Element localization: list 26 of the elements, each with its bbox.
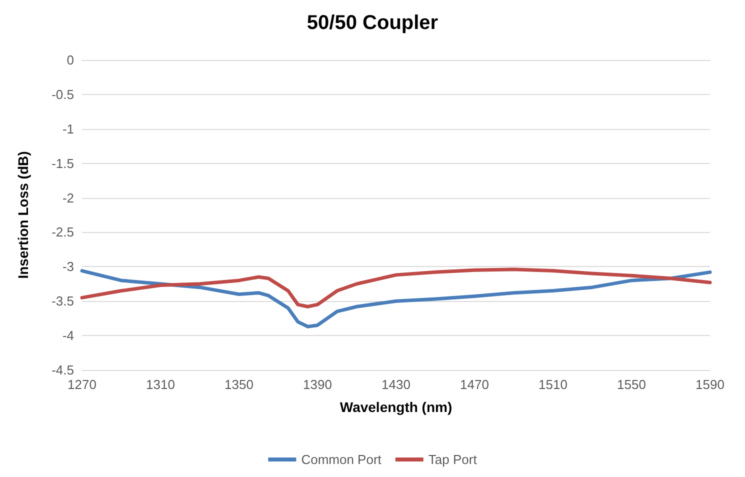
x-axis-title: Wavelength (nm) bbox=[340, 399, 452, 415]
x-tick-label: 1350 bbox=[224, 377, 254, 392]
y-tick-label: -3.5 bbox=[52, 294, 74, 309]
y-tick-label: -2.5 bbox=[52, 224, 74, 240]
y-tick-label: -1.5 bbox=[52, 156, 74, 171]
legend-label: Common Port bbox=[301, 452, 382, 467]
y-tick-label: -4 bbox=[62, 328, 74, 344]
line-series bbox=[80, 268, 712, 308]
y-axis-title: Insertion Loss (dB) bbox=[15, 151, 31, 279]
line-series bbox=[80, 269, 712, 328]
x-tick-label: 1270 bbox=[68, 377, 96, 392]
y-tick-label: -0.5 bbox=[52, 86, 74, 102]
chart-title: 50/50 Coupler bbox=[306, 12, 438, 34]
y-tick-label: 0 bbox=[66, 52, 74, 68]
x-tick-label: 1550 bbox=[617, 377, 646, 392]
y-tick-label: -2 bbox=[62, 190, 74, 206]
y-tick-label: -4.5 bbox=[52, 362, 74, 378]
x-tick-label: 1390 bbox=[303, 377, 332, 392]
y-tick-label: -3 bbox=[62, 259, 74, 274]
legend-label: Tap Port bbox=[428, 452, 478, 467]
x-tick-label: 1430 bbox=[382, 377, 410, 392]
y-tick-label: -1 bbox=[62, 121, 74, 136]
x-tick-label: 1310 bbox=[146, 377, 175, 392]
x-tick-label: 1510 bbox=[538, 377, 568, 392]
x-tick-label: 1590 bbox=[696, 377, 724, 392]
x-tick-label: 1470 bbox=[460, 377, 489, 392]
